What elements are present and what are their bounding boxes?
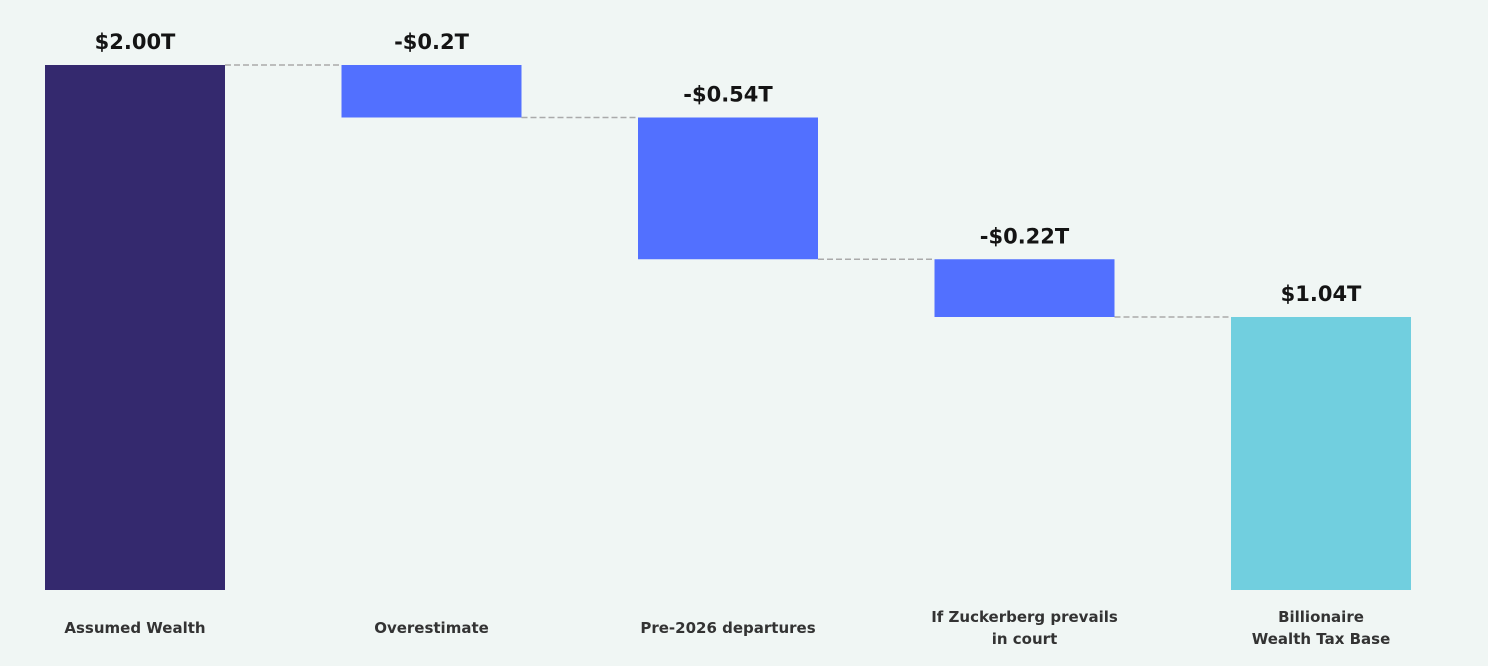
category-label-3: Pre-2026 departures [640,619,815,637]
category-label-2: Overestimate [374,619,489,637]
bar-5 [1231,317,1411,590]
bar-4 [934,259,1115,317]
value-label-5: $1.04T [1281,282,1362,306]
category-label-5: Billionaire Wealth Tax Base [1252,608,1391,648]
value-label-3: -$0.54T [683,83,773,107]
value-label-4: -$0.22T [980,224,1070,248]
bar-3 [638,117,818,260]
category-label-4: If Zuckerberg prevails in court [931,608,1118,648]
category-label-1: Assumed Wealth [64,619,205,637]
value-label-2: -$0.2T [394,30,470,54]
value-label-1: $2.00T [95,30,176,54]
bar-2 [341,65,522,118]
bar-1 [45,65,225,590]
